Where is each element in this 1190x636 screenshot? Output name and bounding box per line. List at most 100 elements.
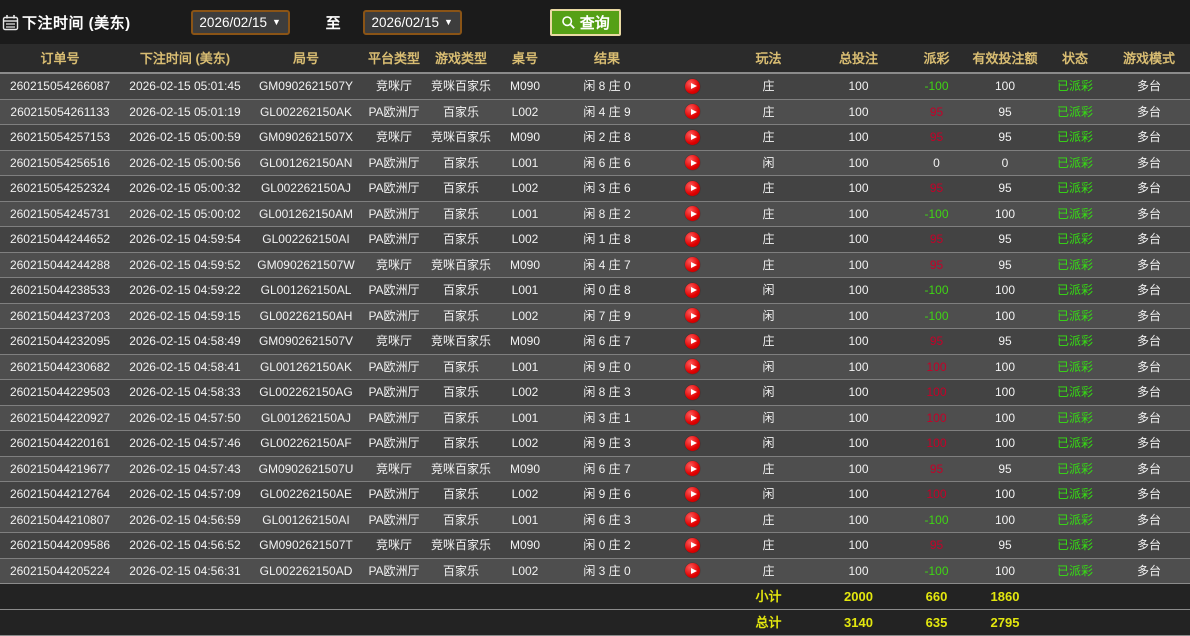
mode-cell: 多台 [1136,563,1161,578]
round-id-cell: GM0902621507X [258,130,354,145]
table-body: 260215054266087 2026-02-15 05:01:45 GM0902… [0,74,1190,583]
bet-time-cell: 2026-02-15 04:59:52 [129,257,241,272]
replay-video-icon[interactable] [685,410,700,426]
replay-video-icon[interactable] [685,486,700,502]
result-cell: 闲 9 庄 0 [583,359,631,374]
round-id-cell: GL002262150AE [259,487,353,502]
replay-video-icon[interactable] [685,435,700,451]
game-type-cell: 百家乐 [442,359,479,374]
bet-time-cell: 2026-02-15 05:01:45 [129,79,241,94]
payout-cell: 95 [929,334,944,349]
replay-video-icon[interactable] [685,104,700,120]
bet-time-cell: 2026-02-15 04:59:54 [129,232,241,247]
valid-bet-cell: 100 [994,308,1016,323]
replay-cell [660,486,725,502]
play-cell: 闲 [762,410,775,425]
table-row: 260215044244652 2026-02-15 04:59:54 GL0022… [0,226,1190,252]
replay-video-icon[interactable] [685,563,700,579]
replay-video-icon[interactable] [685,155,700,171]
platform-cell: 竞咪厅 [375,257,412,272]
replay-video-icon[interactable] [685,384,700,400]
platform-cell: 竞咪厅 [375,130,412,145]
date-range-to-label: 至 [325,14,341,32]
replay-video-icon[interactable] [685,537,700,553]
date-to-select[interactable]: 2026/02/15 ▼ [362,9,462,35]
table-row: 260215044209586 2026-02-15 04:56:52 GM0902… [0,532,1190,558]
replay-video-icon[interactable] [685,512,700,528]
round-id-cell: GL002262150AF [260,436,352,451]
valid-bet-cell: 100 [994,79,1016,94]
round-id-cell: GL001262150AM [258,206,354,221]
payout-cell: -100 [924,283,949,298]
order-id-cell: 260215054252324 [9,181,111,196]
query-button[interactable]: 查询 [549,8,621,36]
play-cell: 庄 [762,232,775,247]
replay-video-icon[interactable] [685,180,700,196]
total-valid-bet: 2795 [990,615,1020,630]
result-cell: 闲 4 庄 7 [583,257,631,272]
play-triangle-icon [690,440,697,447]
mode-cell: 多台 [1136,436,1161,451]
order-id-cell: 260215044230682 [9,359,111,374]
play-triangle-icon [690,236,697,243]
total-total-bet: 3140 [844,615,873,630]
total-bet-cell: 100 [848,436,869,451]
col-header-total-bet: 总投注 [838,50,878,66]
game-type-cell: 百家乐 [442,385,479,400]
mode-cell: 多台 [1136,232,1161,247]
play-triangle-icon [690,134,697,141]
platform-cell: PA欧洲厅 [368,283,420,298]
order-id-cell: 260215044232095 [9,334,111,349]
play-cell: 庄 [762,563,775,578]
replay-video-icon[interactable] [685,333,700,349]
platform-cell: PA欧洲厅 [368,385,420,400]
play-triangle-icon [690,261,697,268]
result-cell: 闲 9 庄 6 [583,487,631,502]
table-row: 260215044230682 2026-02-15 04:58:41 GL0012… [0,353,1190,379]
mode-cell: 多台 [1136,206,1161,221]
result-cell: 闲 6 庄 7 [583,334,631,349]
replay-video-icon[interactable] [685,308,700,324]
platform-cell: 竞咪厅 [375,538,412,553]
table-row: 260215044219677 2026-02-15 04:57:43 GM0902… [0,455,1190,481]
replay-video-icon[interactable] [685,461,700,477]
replay-video-icon[interactable] [685,206,700,222]
table-no-cell: M090 [509,130,541,145]
game-type-cell: 百家乐 [442,104,479,119]
play-triangle-icon [690,516,697,523]
date-from-select[interactable]: 2026/02/15 ▼ [190,9,290,35]
replay-video-icon[interactable] [685,359,700,375]
valid-bet-cell: 95 [998,232,1012,247]
round-id-cell: GL002262150AJ [260,181,352,196]
round-id-cell: GM0902621507T [259,538,353,553]
chevron-down-icon: ▼ [444,17,453,27]
payout-cell: 100 [926,385,947,400]
total-bet-cell: 100 [848,410,869,425]
payout-cell: -100 [924,206,949,221]
date-to-value: 2026/02/15 [371,14,440,30]
platform-cell: PA欧洲厅 [368,563,420,578]
status-cell: 已派彩 [1056,206,1093,221]
replay-video-icon[interactable] [685,78,700,94]
payout-cell: 95 [929,538,944,553]
platform-cell: PA欧洲厅 [368,181,420,196]
replay-cell [660,563,725,579]
table-no-cell: L002 [511,436,539,451]
play-triangle-icon [690,491,697,498]
replay-video-icon[interactable] [685,231,700,247]
replay-video-icon[interactable] [685,257,700,273]
table-no-cell: L002 [511,385,539,400]
bet-time-cell: 2026-02-15 05:00:59 [129,130,241,145]
replay-video-icon[interactable] [685,282,700,298]
valid-bet-cell: 95 [998,130,1012,145]
total-label: 总计 [755,615,782,630]
table-no-cell: M090 [509,79,541,94]
round-id-cell: GL001262150AJ [260,410,352,425]
round-id-cell: GM0902621507U [258,461,354,476]
replay-video-icon[interactable] [685,129,700,145]
mode-cell: 多台 [1136,104,1161,119]
status-cell: 已派彩 [1056,487,1093,502]
round-id-cell: GL001262150AL [260,283,352,298]
play-cell: 闲 [762,155,775,170]
result-cell: 闲 9 庄 3 [583,436,631,451]
